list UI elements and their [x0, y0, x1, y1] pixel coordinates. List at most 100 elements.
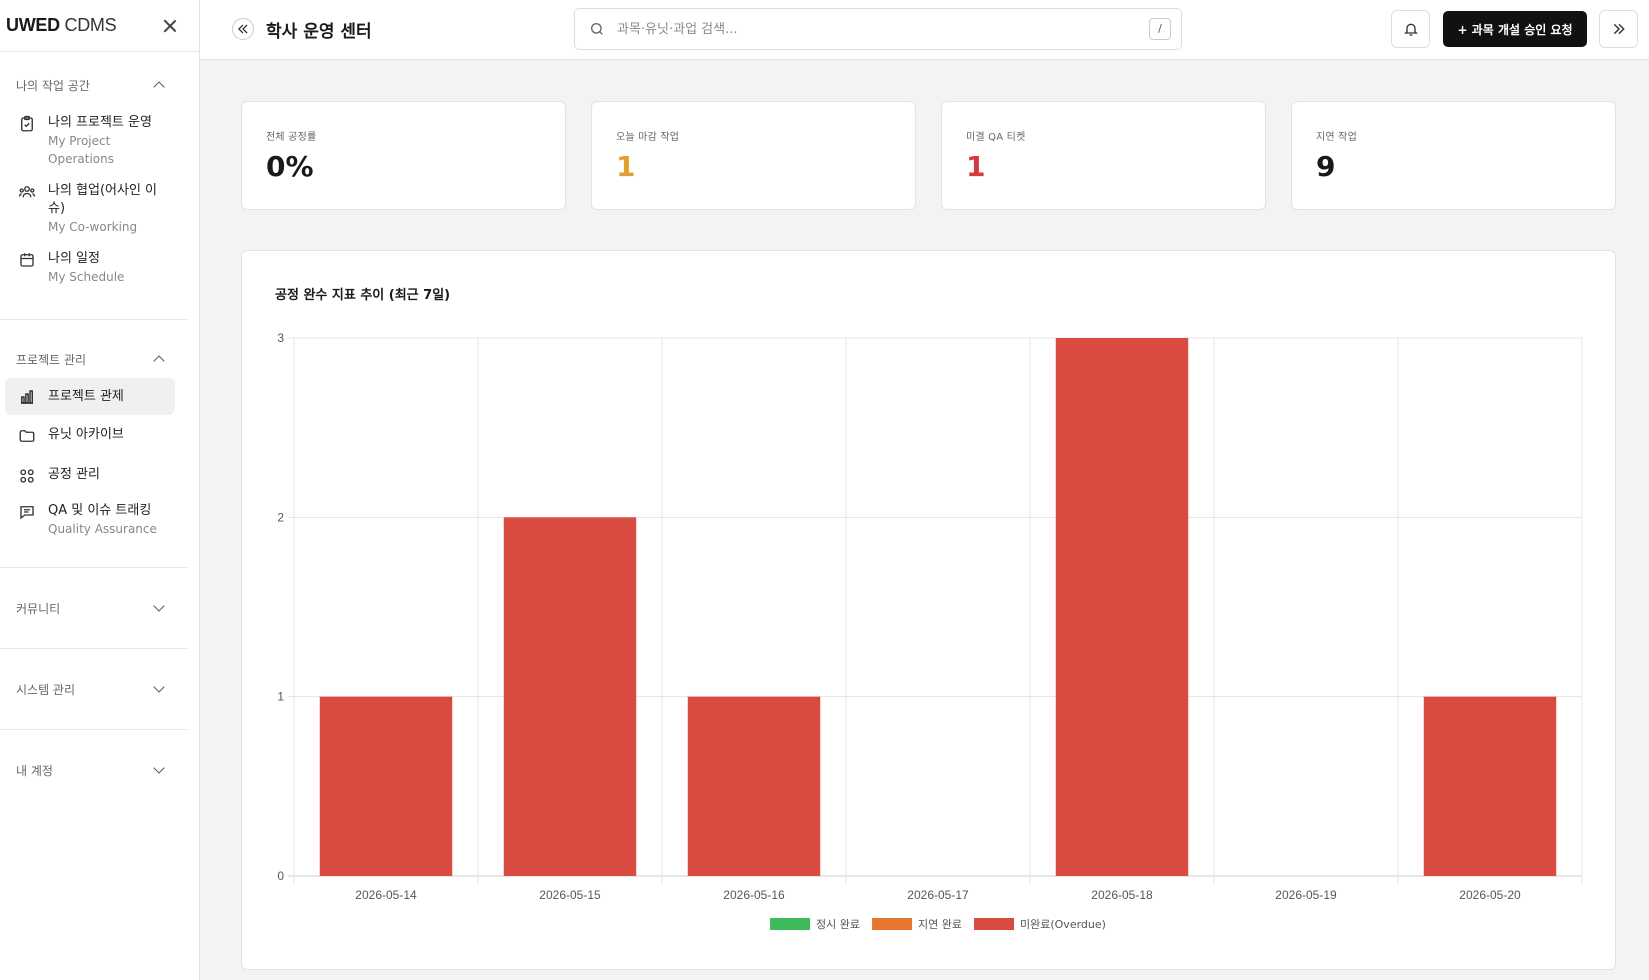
- sidebar-item-my-schedule[interactable]: 나의 일정 My Schedule: [5, 243, 175, 293]
- page-title: 학사 운영 센터: [266, 22, 372, 42]
- section-title: 나의 작업 공간: [16, 78, 90, 93]
- stat-card-due-today: 오늘 마감 작업 1: [591, 101, 916, 210]
- stat-label: 미결 QA 티켓: [966, 132, 1026, 143]
- section-title: 커뮤니티: [16, 601, 61, 616]
- y-tick-label: 1: [277, 690, 284, 704]
- bar-chart-icon: [21, 390, 33, 404]
- y-tick-label: 3: [277, 331, 284, 345]
- stat-card-delayed-tasks: 지연 작업 9: [1291, 101, 1616, 210]
- x-tick-label: 2026-05-18: [1091, 888, 1153, 902]
- stat-value: 1: [966, 150, 986, 183]
- message-square-icon: [20, 506, 34, 520]
- bar: [1055, 338, 1189, 876]
- x-tick-label: 2026-05-17: [907, 888, 969, 902]
- sidebar-item-qa-issue-tracking[interactable]: QA 및 이슈 트래킹 Quality Assurance: [5, 495, 175, 545]
- expand-panel-button[interactable]: [1599, 10, 1638, 48]
- search-box: /: [574, 8, 1182, 50]
- x-tick-label: 2026-05-15: [539, 888, 601, 902]
- chevrons-left-icon: [238, 24, 248, 34]
- stat-value: 0%: [266, 150, 314, 183]
- brand-name-light: CDMS: [59, 15, 117, 35]
- chart-title: 공정 완수 지표 추이 (최근 7일): [275, 288, 451, 303]
- brand-name-bold: UWED: [6, 15, 60, 35]
- calendar-icon: [20, 253, 34, 267]
- section-title: 프로젝트 관리: [16, 352, 87, 367]
- close-sidebar-icon[interactable]: [161, 17, 179, 35]
- chevron-down-icon: [153, 600, 165, 612]
- stat-card-overall-progress: 전체 공정률 0%: [241, 101, 566, 210]
- top-header: 학사 운영 센터 / + 과목 개설 승인 요청: [200, 0, 1649, 60]
- section-community: 커뮤니티: [0, 568, 187, 649]
- section-title: 내 계정: [16, 763, 53, 778]
- chevrons-right-icon: [1613, 23, 1625, 35]
- sidebar-item-my-project-operations[interactable]: 나의 프로젝트 운영 My Project Operations: [5, 107, 175, 175]
- stat-value: 1: [616, 150, 636, 183]
- legend-label: 지연 완료: [918, 918, 962, 931]
- sidebar-item-label: QA 및 이슈 트래킹: [48, 503, 152, 518]
- search-icon: [591, 23, 603, 35]
- sidebar-item-my-co-working[interactable]: 나의 협업(어사인 이슈) My Co-working: [5, 175, 175, 243]
- section-header-community[interactable]: 커뮤니티: [5, 591, 175, 625]
- collapse-sidebar-button[interactable]: [232, 18, 254, 40]
- bell-icon: [1403, 23, 1418, 36]
- stat-card-open-qa-tickets: 미결 QA 티켓 1: [941, 101, 1266, 210]
- bar: [503, 517, 637, 876]
- stat-label: 지연 작업: [1316, 132, 1357, 143]
- section-header-my-workspace[interactable]: 나의 작업 공간: [5, 68, 175, 102]
- bar: [687, 696, 821, 876]
- search-input[interactable]: [617, 18, 1097, 40]
- section-title: 시스템 관리: [16, 682, 76, 697]
- chevron-up-icon: [153, 81, 165, 93]
- search-shortcut-badge: /: [1149, 18, 1171, 40]
- sidebar-item-sublabel: My Schedule: [48, 270, 125, 284]
- legend-label: 정시 완료: [816, 918, 860, 931]
- stat-label: 전체 공정률: [266, 132, 317, 143]
- chevron-up-icon: [153, 355, 165, 367]
- y-tick-label: 2: [277, 510, 284, 524]
- sidebar-item-process-management[interactable]: 공정 관리: [5, 455, 175, 495]
- chevron-down-icon: [153, 762, 165, 774]
- stat-label: 오늘 마감 작업: [616, 132, 680, 143]
- folder-icon: [19, 429, 35, 442]
- section-my-account: 내 계정: [0, 730, 187, 810]
- sidebar-item-project-monitoring[interactable]: 프로젝트 관제: [5, 378, 175, 415]
- grid-icon: [20, 468, 34, 483]
- sidebar-item-label: 프로젝트 관제: [48, 388, 124, 404]
- legend-swatch: [872, 918, 913, 930]
- brand-bar: UWED CDMS: [0, 0, 199, 52]
- sidebar-item-sublabel: My Project Operations: [48, 134, 114, 166]
- bar: [1423, 696, 1557, 876]
- sidebar-item-label: 나의 일정: [48, 251, 100, 266]
- section-project-management: 프로젝트 관리 프로젝트 관제 유닛 아카이브 공정 관리 QA 및 이슈 트래…: [0, 320, 187, 568]
- legend-swatch: [974, 918, 1015, 930]
- sidebar-item-label: 유닛 아카이브: [48, 427, 124, 442]
- section-header-my-account[interactable]: 내 계정: [5, 753, 175, 787]
- sidebar: UWED CDMS 나의 작업 공간 나의 프로젝트 운영 My Project…: [0, 0, 200, 980]
- request-course-approval-button[interactable]: + 과목 개설 승인 요청: [1443, 11, 1587, 47]
- brand-logo[interactable]: UWED CDMS: [6, 15, 117, 36]
- sidebar-item-unit-archive[interactable]: 유닛 아카이브: [5, 415, 175, 455]
- section-header-system-management[interactable]: 시스템 관리: [5, 672, 175, 706]
- x-tick-label: 2026-05-16: [723, 888, 785, 902]
- x-tick-label: 2026-05-19: [1275, 888, 1337, 902]
- clipboard-check-icon: [21, 115, 33, 132]
- sidebar-item-label: 나의 협업(어사인 이슈): [48, 183, 158, 216]
- x-tick-label: 2026-05-20: [1459, 888, 1521, 902]
- legend-swatch: [770, 918, 811, 930]
- y-tick-label: 0: [277, 869, 284, 883]
- section-system-management: 시스템 관리: [0, 649, 187, 730]
- notifications-button[interactable]: [1391, 10, 1430, 48]
- completion-trend-chart: 0 1 2 3 2026-05-14 2026-05-15 2026-05-16 2026-0…: [277, 331, 1583, 931]
- sidebar-item-sublabel: My Co-working: [48, 220, 138, 234]
- bar: [319, 696, 453, 876]
- section-my-workspace: 나의 작업 공간 나의 프로젝트 운영 My Project Operation…: [0, 52, 187, 320]
- sidebar-item-sublabel: Quality Assurance: [48, 522, 157, 536]
- sidebar-item-label: 나의 프로젝트 운영: [48, 115, 152, 130]
- section-header-project-management[interactable]: 프로젝트 관리: [5, 342, 175, 376]
- sidebar-item-label: 공정 관리: [48, 467, 100, 482]
- chevron-down-icon: [153, 681, 165, 693]
- legend-label: 미완료(Overdue): [1020, 918, 1106, 931]
- chart-panel: 0 1 2 3 2026-05-14 2026-05-15 2026-05-16 2026-0…: [241, 250, 1616, 970]
- users-icon: [18, 186, 36, 198]
- stat-value: 9: [1316, 150, 1336, 183]
